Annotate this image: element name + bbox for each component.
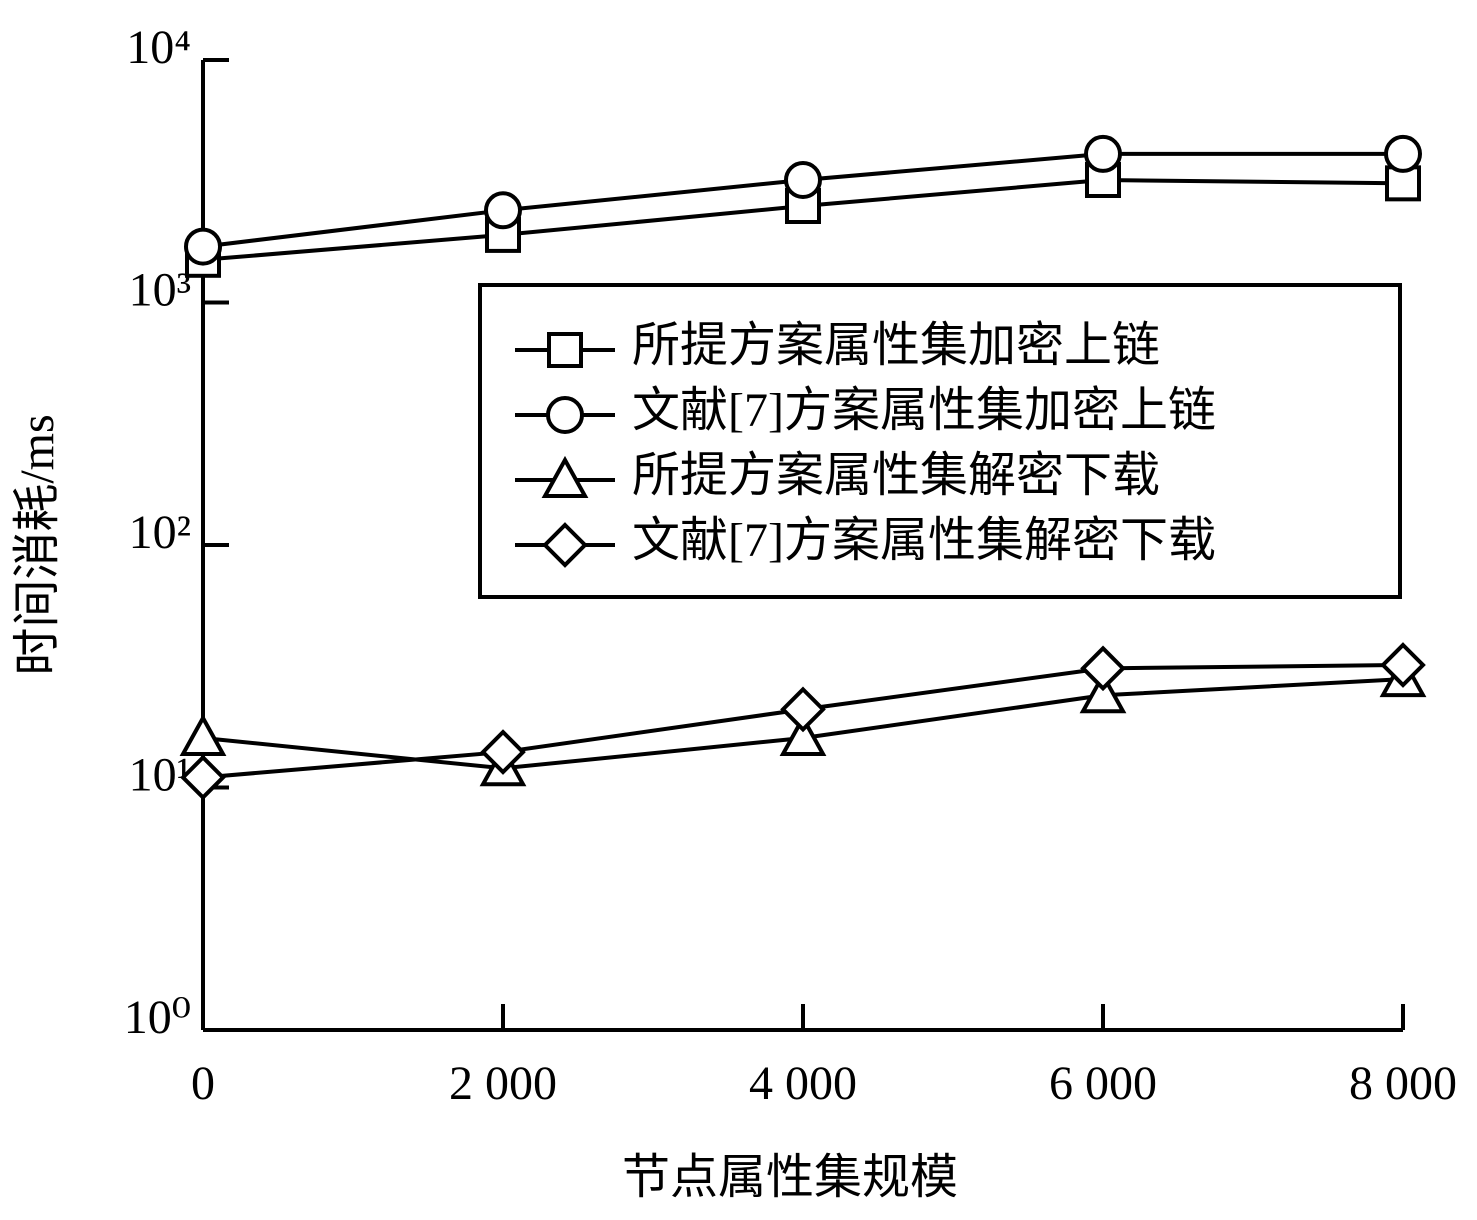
- marker-diamond: [480, 729, 526, 775]
- y-axis-label: 时间消耗/ms: [11, 414, 64, 675]
- legend-label: 文献[7]方案属性集解密下载: [632, 514, 1216, 567]
- legend-label: 文献[7]方案属性集加密上链: [632, 384, 1216, 437]
- marker-diamond: [780, 686, 826, 733]
- x-tick-label: 6 000: [1049, 1057, 1157, 1110]
- y-tick-label: 10¹: [129, 749, 191, 802]
- marker-circle: [484, 191, 522, 230]
- marker-triangle: [1079, 671, 1127, 714]
- y-tick-label: 10⁰: [124, 991, 191, 1044]
- legend-label: 所提方案属性集解密下载: [632, 449, 1160, 502]
- x-tick-label: 4 000: [749, 1057, 857, 1110]
- x-tick-label: 2 000: [449, 1057, 557, 1110]
- marker-diamond: [542, 522, 588, 568]
- marker-diamond: [1380, 642, 1426, 688]
- marker-triangle: [179, 713, 227, 757]
- marker-circle: [184, 227, 222, 266]
- legend-label: 所提方案属性集加密上链: [632, 319, 1160, 372]
- legend-box: [478, 283, 1402, 599]
- x-tick-label: 0: [191, 1057, 215, 1110]
- x-axis-label: 节点属性集规模: [622, 1151, 958, 1204]
- marker-diamond: [180, 754, 226, 801]
- y-tick-label: 10²: [129, 506, 191, 559]
- marker-diamond: [1080, 645, 1126, 692]
- marker-square: [547, 332, 583, 368]
- marker-triangle: [541, 455, 589, 498]
- y-tick-label: 10³: [129, 264, 191, 317]
- marker-triangle: [779, 713, 827, 757]
- marker-circle: [546, 396, 584, 434]
- x-tick-label: 8 000: [1349, 1057, 1457, 1110]
- y-tick-label: 10⁴: [126, 21, 191, 74]
- marker-circle: [1084, 134, 1122, 173]
- marker-circle: [784, 161, 822, 200]
- marker-circle: [1384, 134, 1422, 173]
